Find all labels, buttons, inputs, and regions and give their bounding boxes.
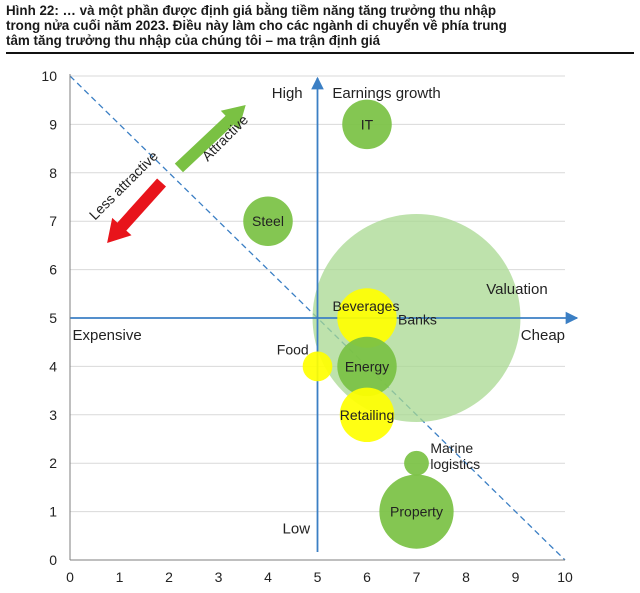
bubble-label: Property [390,504,443,520]
bubble-label: Steel [252,213,284,229]
bubble-energy [337,336,397,397]
x-tick-label: 10 [557,569,573,585]
figure-title: Hình 22: … và một phần được định giá bằn… [6,3,634,48]
cheap-label: Cheap [521,327,565,344]
bubble-chart: 0 1 2 3 4 5 6 7 8 9 10 0 1 2 3 4 5 6 7 8 9 10 AttractiveLess … [41,68,579,585]
attractive-arrow [174,105,246,173]
title-rule [6,52,634,54]
y-tick-label: 5 [49,310,57,326]
expensive-label: Expensive [72,327,141,344]
tick-labels: 0 1 2 3 4 5 6 7 8 9 10 0 1 2 3 4 5 6 7 8 9 10 [41,68,573,585]
x-tick-label: 8 [462,569,470,585]
y-tick-label: 6 [49,262,57,278]
earnings-growth-label: Earnings growth [332,85,440,102]
diagonal-line [69,75,566,561]
y-tick-label: 2 [49,455,57,471]
bubble-it [342,99,392,150]
x-tick-label: 7 [413,569,421,585]
bubble-label: Food [277,341,309,357]
x-tick-label: 1 [116,569,124,585]
y-tick-label: 3 [49,407,57,423]
bubble-label: Banks [398,311,437,327]
bubble-beverages [337,288,397,348]
x-tick-label: 4 [264,569,272,585]
bubble-label: IT [361,116,374,132]
plot-axes [69,74,565,561]
figure-title-line: trong nửa cuối năm 2023. Điều này làm ch… [6,18,507,33]
figure-title-line: tâm tăng trưởng thu nhập của chúng tôi –… [6,33,381,48]
x-tick-label: 6 [363,569,371,585]
x-tick-label: 5 [314,569,322,585]
x-tick-label: 0 [66,569,74,585]
y-tick-label: 9 [49,116,57,132]
bubble-label: Beverages [333,298,400,314]
low-label: Low [283,520,311,537]
quadrant-axes [70,76,579,552]
y-tick-label: 7 [49,213,57,229]
figure-title-line: Hình 22: … và một phần được định giá bằn… [6,3,496,18]
valuation-label: Valuation [486,281,547,298]
y-tick-label: 4 [49,358,57,374]
bubble-food [302,351,333,382]
less-attractive-arrow [107,178,166,243]
quadrant-labels: High Earnings growth Low Expensive Cheap Valu… [72,85,565,538]
y-tick-label: 8 [49,165,57,181]
bubble-label: Marine logistics [430,440,480,472]
y-tick-label: 1 [49,504,57,520]
diagonal-divider [69,75,566,561]
less-attractive-label: Less attractive [86,148,161,223]
bubble-layer-front [243,99,454,549]
bubble-label: Retailing [340,407,394,423]
bubble-steel [243,196,293,246]
x-tick-label: 9 [512,569,520,585]
x-tick-label: 2 [165,569,173,585]
bubble-retailing [339,387,395,443]
bubble-marine [404,450,429,476]
y-tick-label: 10 [41,68,57,84]
bubble-property [379,474,454,549]
y-tick-label: 0 [49,552,57,568]
high-label: High [272,85,303,102]
bubble-label: Energy [345,358,389,374]
x-tick-label: 3 [215,569,223,585]
